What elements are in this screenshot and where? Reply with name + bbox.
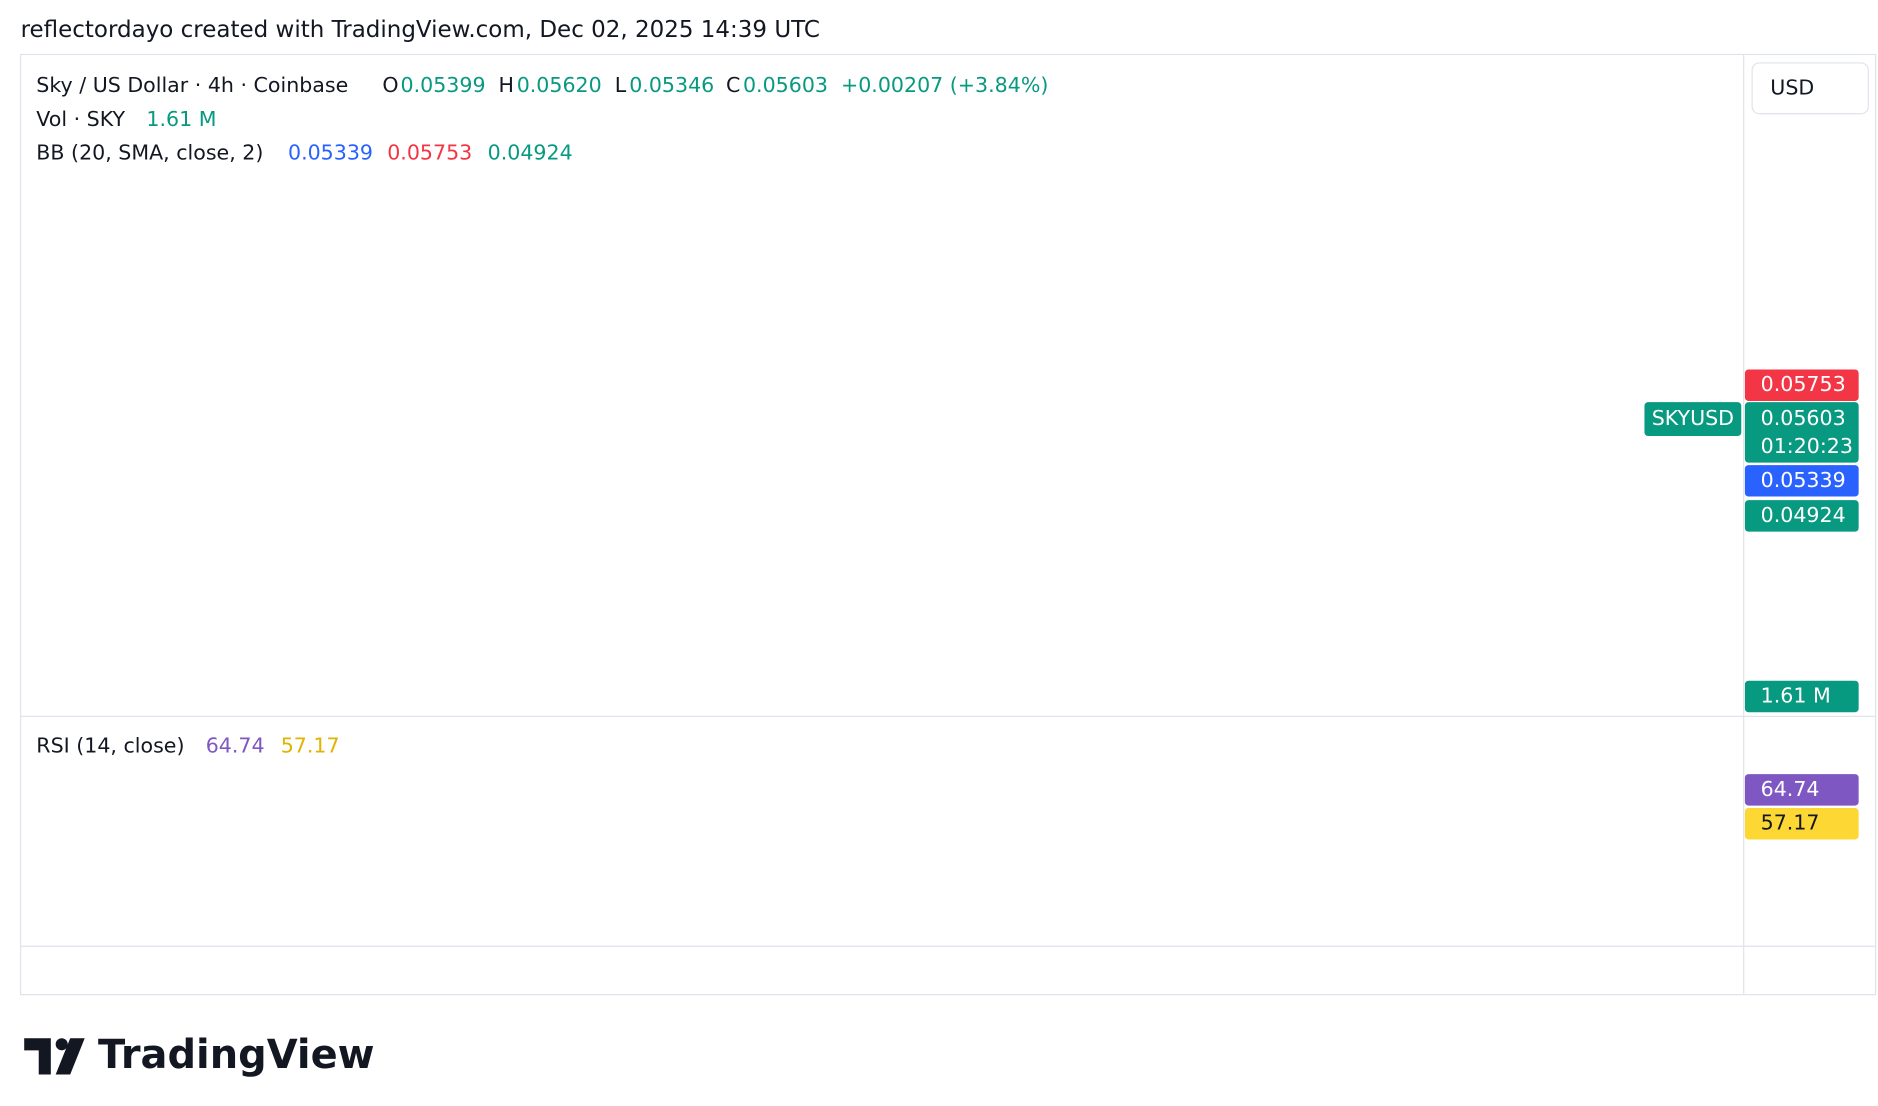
brand-logo (24, 1038, 85, 1075)
rsi-value: 64.74 (206, 734, 265, 758)
chart-frame (19, 53, 1877, 996)
volume-badge: 1.61 M (1761, 683, 1831, 707)
currency-label: USD (1770, 75, 1814, 99)
open-value: 0.05399 (401, 73, 486, 97)
rsi-badge-bg (1744, 774, 1859, 806)
logo-mark (55, 1038, 85, 1075)
bb-lower-badge-bg (1744, 500, 1859, 532)
bb-lower-value: 0.04924 (488, 141, 573, 165)
badge-layer: SKYUSD 0.05603 01:20:23 0.05753 0.05339 0.049… (1644, 369, 1859, 840)
rsi-title: RSI (14, close) (36, 734, 184, 758)
bb-basis-value: 0.05339 (288, 141, 373, 165)
close-label: C (726, 73, 740, 97)
bb-basis-badge-bg (1744, 465, 1859, 497)
volume-value: 1.61 M (146, 107, 216, 131)
open-label: O (382, 73, 398, 97)
volume-badge-bg (1744, 680, 1859, 713)
close-badge: 0.05603 (1761, 406, 1846, 430)
bb-basis-badge: 0.05339 (1761, 468, 1846, 492)
attribution: reflectordayo created with TradingView.c… (21, 17, 820, 43)
bb-lower-badge: 0.04924 (1761, 503, 1846, 527)
bb-upper-badge: 0.05753 (1761, 372, 1846, 396)
rsi-badge: 64.74 (1761, 777, 1820, 801)
brand-name: TradingView (98, 1032, 375, 1078)
low-value: 0.05346 (629, 73, 714, 97)
rsi-ma-badge-bg (1744, 807, 1859, 840)
bb-upper-value: 0.05753 (387, 141, 472, 165)
volume-title: Vol · SKY (36, 107, 125, 131)
symbol-title: Sky / US Dollar · 4h · Coinbase (36, 73, 348, 97)
rsi-ma-value: 57.17 (281, 734, 340, 758)
symbol-badge: SKYUSD (1652, 406, 1734, 430)
logo-mark (24, 1038, 51, 1075)
currency-button[interactable] (1751, 62, 1869, 115)
symbol-badge-bg (1644, 402, 1742, 437)
bb-title: BB (20, SMA, close, 2) (36, 141, 263, 165)
close-value: 0.05603 (743, 73, 828, 97)
change-value: +0.00207 (+3.84%) (841, 73, 1048, 97)
low-label: L (615, 73, 627, 97)
countdown-badge: 01:20:23 (1761, 434, 1853, 458)
bb-upper-badge-bg (1744, 369, 1859, 401)
logo-mark (55, 1038, 68, 1051)
close-badge-bg (1744, 402, 1859, 463)
high-value: 0.05620 (517, 73, 602, 97)
high-label: H (499, 73, 514, 97)
rsi-ma-badge: 57.17 (1761, 811, 1820, 835)
